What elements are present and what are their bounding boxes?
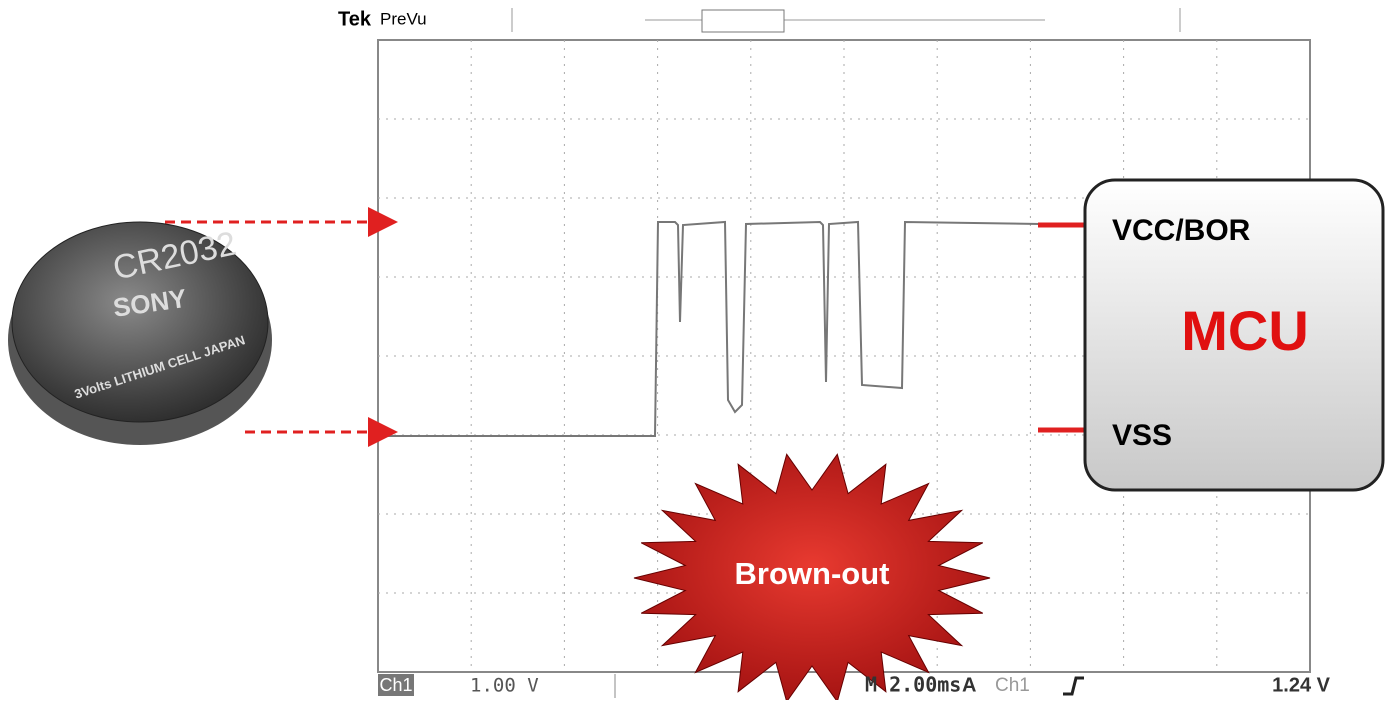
trigger-slope bbox=[1063, 678, 1084, 694]
status-scale: 1.00 V bbox=[470, 675, 539, 697]
status-trigger-level: 1.24 V bbox=[1272, 674, 1330, 696]
slide: Tek PreVu T CR2032 SONY 3Volts LITHIUM C… bbox=[0, 0, 1390, 700]
scope-brand: Tek bbox=[338, 8, 372, 30]
callout-label: Brown-out bbox=[735, 556, 890, 591]
record-window bbox=[702, 10, 784, 32]
status-channel: Ch1 bbox=[379, 675, 412, 695]
scope-mode: PreVu bbox=[380, 9, 427, 28]
status-trigger-mode: A bbox=[962, 674, 976, 696]
mcu-title: MCU bbox=[1181, 299, 1309, 362]
status-trigger-source: Ch1 bbox=[995, 675, 1030, 696]
coin-cell: CR2032 SONY 3Volts LITHIUM CELL JAPAN bbox=[8, 222, 272, 445]
mcu-pin-top: VCC/BOR bbox=[1112, 214, 1251, 247]
mcu-pin-bottom: VSS bbox=[1112, 419, 1172, 452]
status-timebase: M 2.00ms bbox=[865, 673, 961, 697]
